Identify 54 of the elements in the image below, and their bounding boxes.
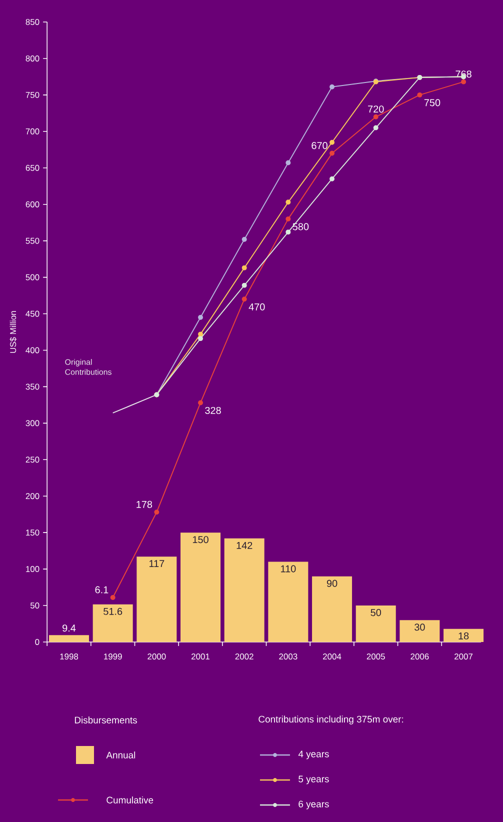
- text: Disbursements: [74, 716, 137, 724]
- y-tick-label: 600: [26, 201, 40, 208]
- data-label: 178: [136, 500, 152, 508]
- y-tick-label: 50: [30, 602, 40, 609]
- y-tick-label: 700: [26, 128, 40, 134]
- data-label: 580: [292, 223, 309, 230]
- y-tick-label: 750: [26, 92, 40, 98]
- y-tick-label: 550: [26, 238, 40, 244]
- x-tick-label: 2005: [366, 654, 385, 660]
- data-label: 30: [414, 624, 425, 631]
- annotation: 6.1: [95, 586, 108, 594]
- y-tick-label: 100: [26, 566, 40, 572]
- legend-label: Cumulative: [106, 796, 154, 804]
- data-label: 670: [312, 142, 328, 150]
- x-tick-label: 2003: [279, 654, 298, 660]
- y-tick-label: 800: [26, 55, 40, 62]
- y-tick-label: 650: [26, 164, 40, 171]
- y-tick-label: 400: [26, 347, 40, 354]
- data-label: 110: [281, 565, 296, 572]
- data-label: 50: [370, 609, 382, 616]
- legend-label: 6 years: [298, 800, 329, 810]
- y-tick-label: 450: [26, 310, 40, 317]
- data-label: 328: [205, 406, 221, 414]
- y-tick-label: 250: [26, 456, 40, 463]
- legend-label: 4 years: [298, 750, 329, 760]
- data-label: 142: [236, 542, 252, 549]
- data-label: 117: [150, 560, 164, 568]
- y-tick-label: 0: [35, 639, 40, 645]
- y-axis-title: US$ Million: [10, 311, 17, 353]
- x-tick-label: 2004: [323, 654, 342, 660]
- data-label: 9.4: [62, 624, 76, 632]
- x-tick-label: 2006: [410, 654, 429, 660]
- legend-label: Annual: [106, 752, 136, 758]
- text: Contributions including 375m over:: [258, 716, 404, 724]
- y-tick-label: 150: [26, 530, 40, 536]
- data-label: 150: [192, 536, 208, 544]
- x-tick-label: 2000: [148, 654, 166, 660]
- data-label: 750: [424, 99, 440, 106]
- data-label: 720: [368, 106, 384, 113]
- data-label: 51.6: [104, 608, 122, 615]
- x-tick-label: 1998: [60, 654, 78, 660]
- x-tick-label: 1999: [104, 654, 122, 660]
- x-tick-label: 2002: [235, 654, 254, 660]
- x-tick-label: 2001: [192, 654, 210, 660]
- y-tick-label: 500: [26, 274, 40, 280]
- y-tick-label: 350: [26, 384, 40, 390]
- data-label: 90: [326, 580, 338, 587]
- y-tick-label: 300: [26, 420, 40, 426]
- x-tick-label: 2007: [454, 654, 473, 660]
- y-tick-label: 200: [26, 493, 40, 500]
- data-label: 18: [458, 632, 469, 640]
- legend-label: 5 years: [298, 776, 329, 784]
- data-label: 470: [248, 303, 265, 310]
- y-tick-label: 850: [26, 19, 40, 25]
